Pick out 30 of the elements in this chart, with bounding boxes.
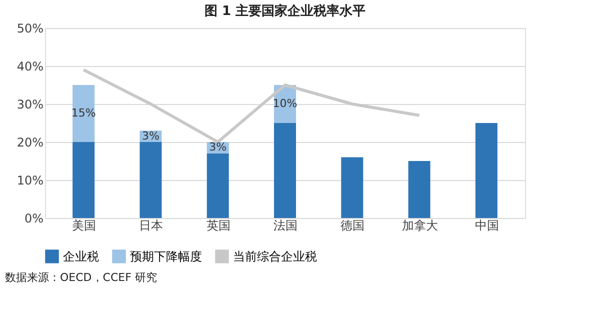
- bar: [475, 123, 498, 218]
- data-label: 3%: [142, 129, 160, 142]
- bar: [72, 142, 95, 218]
- x-tick-label: 美国: [72, 218, 96, 232]
- y-tick-label: 10%: [16, 174, 44, 188]
- y-tick-label: 40%: [16, 60, 44, 74]
- y-tick-label: 30%: [16, 98, 44, 112]
- bar: [206, 153, 229, 218]
- chart-title: 图 1 主要国家企业税率水平: [204, 3, 366, 19]
- y-tick-label: 50%: [16, 22, 44, 36]
- legend-label: 预期下降幅度: [130, 249, 202, 264]
- x-tick-label: 中国: [474, 218, 499, 232]
- y-tick-label: 0%: [24, 212, 44, 226]
- bar: [72, 85, 95, 142]
- source-note: 数据来源：OECD，CCEF 研究: [5, 271, 157, 284]
- bar: [408, 161, 430, 218]
- x-tick-label: 法国: [274, 218, 298, 232]
- bar: [341, 157, 364, 218]
- data-label: 3%: [209, 140, 227, 154]
- bar: [274, 123, 296, 218]
- bar: [140, 142, 162, 218]
- legend-label: 当前综合企业税: [233, 249, 317, 264]
- legend-label: 企业税: [63, 249, 99, 264]
- y-tick-label: 20%: [16, 136, 44, 150]
- data-label: 10%: [272, 97, 298, 110]
- x-tick-label: 德国: [340, 218, 365, 232]
- x-tick-label: 日本: [139, 218, 164, 232]
- data-label: 15%: [71, 106, 96, 120]
- x-tick-label: 英国: [206, 218, 230, 232]
- x-tick-label: 加拿大: [402, 218, 438, 232]
